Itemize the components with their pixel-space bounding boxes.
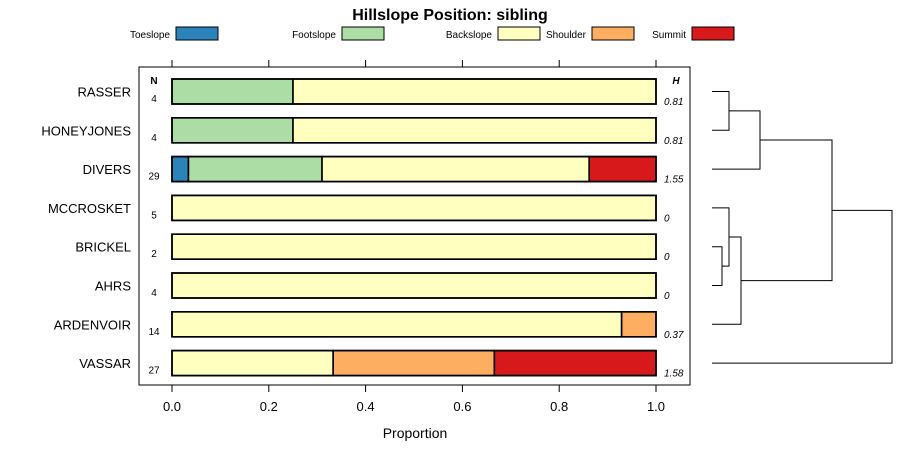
bar-row-rasser: RASSER 4 0.81 [78, 78, 683, 108]
bar-segment-backslope [171, 233, 657, 260]
h-value: 0 [664, 291, 670, 302]
legend-label-summit: Summit [652, 30, 686, 41]
h-value: 0 [664, 252, 670, 263]
bar-segment-backslope [171, 272, 657, 299]
bar-segment-shoulder [332, 349, 496, 377]
x-tick-label: 0.6 [453, 399, 471, 414]
bar-segment-backslope [171, 349, 334, 377]
x-tick-label: 0.0 [163, 399, 181, 414]
bar-segment-backslope [321, 155, 591, 183]
dendrogram-branch [712, 207, 730, 267]
row-label: DIVERS [83, 162, 132, 177]
h-value: 0.81 [664, 136, 683, 147]
bar-row-mccrosket: MCCROSKET 5 0 [48, 194, 670, 224]
n-value: 4 [151, 94, 157, 105]
bar-segment-footslope [187, 155, 323, 183]
x-tick-label: 0.4 [357, 399, 375, 414]
n-value: 2 [151, 249, 157, 260]
legend-swatch-shoulder [591, 26, 635, 41]
legend-label-toeslope: Toeslope [130, 30, 170, 41]
dendrogram-branch [712, 236, 742, 325]
h-value: 1.58 [664, 369, 684, 380]
bar-segment-summit [493, 349, 657, 377]
legend-swatch-footslope [341, 26, 385, 41]
dendrogram-branch [712, 110, 761, 170]
bar-rows: RASSER 4 0.81 HONEYJONES 4 0.81 DIVERS 29 1.55 MC… [41, 78, 684, 380]
bar-segment-footslope [171, 78, 294, 105]
n-value: 27 [148, 366, 160, 377]
dendrogram-branch [712, 246, 723, 286]
h-header: H [672, 76, 680, 87]
dendrogram-branch [712, 91, 730, 131]
bar-outline [171, 310, 657, 338]
x-tick-label: 0.2 [260, 399, 278, 414]
bar-outline [171, 117, 657, 144]
h-value: 0.37 [664, 330, 684, 341]
n-header: N [150, 76, 157, 87]
legend-swatch-backslope [497, 26, 541, 41]
bar-segment-toeslope [171, 155, 190, 183]
bar-outline [171, 78, 657, 105]
bar-segment-summit [588, 155, 657, 183]
bar-row-brickel: BRICKEL 2 0 [75, 233, 670, 263]
row-label: BRICKEL [75, 240, 131, 255]
plot-frame [138, 66, 691, 386]
bar-row-honeyjones: HONEYJONES 4 0.81 [41, 117, 683, 147]
bar-outline [171, 155, 657, 183]
bar-row-vassar: VASSAR 27 1.58 [79, 349, 684, 380]
x-tick-label: 1.0 [647, 399, 665, 414]
dendrogram-branch [712, 209, 893, 364]
row-label: VASSAR [79, 356, 131, 371]
n-value: 4 [151, 133, 157, 144]
row-label: HONEYJONES [41, 123, 131, 138]
row-label: RASSER [78, 85, 131, 100]
row-label: ARDENVOIR [54, 317, 131, 332]
bar-segment-backslope [292, 78, 657, 105]
bar-segment-backslope [171, 194, 657, 222]
h-value: 1.55 [664, 175, 684, 186]
bar-outline [171, 349, 657, 377]
dendrogram-branch [741, 139, 833, 282]
n-value: 29 [148, 172, 160, 183]
legend-label-footslope: Footslope [292, 30, 336, 41]
n-value: 5 [151, 210, 157, 221]
bar-segment-backslope [292, 117, 657, 144]
bar-outline [171, 272, 657, 299]
row-label: MCCROSKET [48, 201, 131, 216]
legend-label-shoulder: Shoulder [546, 30, 587, 41]
n-value: 14 [148, 327, 160, 338]
bar-segment-footslope [171, 117, 294, 144]
h-value: 0.81 [664, 97, 683, 108]
legend-swatch-summit [691, 26, 735, 41]
x-tick-label: 0.8 [550, 399, 568, 414]
chart-title: Hillslope Position: sibling [352, 7, 548, 24]
bar-row-ahrs: AHRS 4 0 [95, 272, 670, 302]
x-axis: 0.0 0.2 0.4 0.6 0.8 1.0 [163, 60, 665, 414]
x-axis-title: Proportion [383, 425, 448, 441]
bar-row-ardenvoir: ARDENVOIR 14 0.37 [54, 310, 684, 341]
bar-outline [171, 194, 657, 222]
legend-label-backslope: Backslope [446, 30, 493, 41]
bar-outline [171, 233, 657, 260]
bar-segment-shoulder [620, 310, 657, 338]
bar-segment-backslope [171, 310, 623, 338]
legend-swatch-toeslope [175, 26, 219, 41]
n-value: 4 [151, 288, 157, 299]
legend: Toeslope Footslope Backslope Shoulder Summit [130, 26, 735, 41]
row-label: AHRS [95, 279, 131, 294]
bar-row-divers: DIVERS 29 1.55 [83, 155, 684, 186]
h-value: 0 [664, 213, 670, 224]
dendrogram [712, 91, 893, 364]
